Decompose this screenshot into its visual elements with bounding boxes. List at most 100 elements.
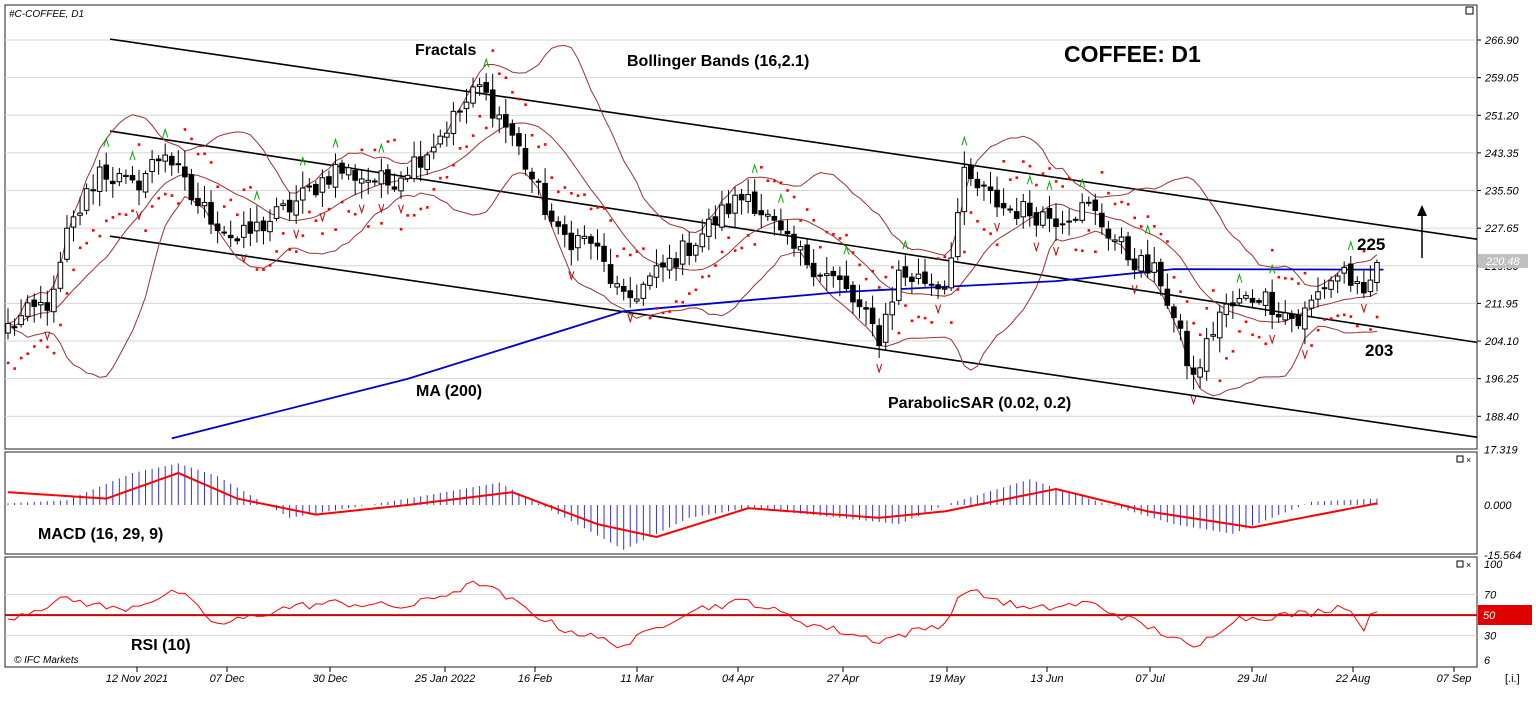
sar-dot [982, 228, 986, 231]
sar-dot [1061, 185, 1064, 188]
sar-dot [511, 90, 514, 94]
date-tick-label: 29 Jul [1236, 673, 1267, 685]
sar-dot [13, 367, 16, 370]
sar-dot [583, 193, 586, 196]
fractal-down-marker [136, 211, 142, 221]
macd-window-buttons-icon[interactable]: × [1456, 455, 1471, 465]
candle-body [961, 166, 968, 213]
candle-body [640, 283, 647, 299]
sar-dot [596, 206, 599, 209]
channel-line [109, 235, 1477, 438]
macd-label: MACD (16, 29, 9) [38, 526, 163, 543]
sar-dot [471, 134, 475, 137]
fractal-down-marker [627, 313, 634, 324]
candle-body [1190, 367, 1197, 375]
sar-dot [969, 211, 973, 214]
fractal-up-marker [103, 136, 110, 147]
sar-dot [26, 352, 30, 356]
sar-dot [563, 186, 567, 189]
candle-body [503, 114, 509, 128]
sar-dot [209, 161, 213, 164]
candle-body [1236, 297, 1243, 304]
sar-dot [1008, 178, 1012, 181]
fractal-down-marker [876, 363, 883, 374]
sar-dot [629, 253, 632, 257]
candle-body [719, 204, 725, 228]
candle-body [1040, 211, 1046, 226]
candle-body [1249, 297, 1256, 303]
sar-dot [196, 152, 200, 156]
sar-dot [1146, 215, 1150, 218]
sar-dot [1035, 183, 1038, 187]
candle-body [365, 179, 372, 183]
sar-dot [98, 234, 102, 238]
candle-body [1033, 212, 1040, 226]
corner-button[interactable]: [.i.] [1505, 673, 1520, 685]
macd-panel [4, 451, 1478, 555]
candle-body [417, 156, 424, 168]
sar-dot [78, 246, 82, 250]
candle-body [928, 283, 935, 286]
candle-body [954, 212, 961, 258]
candle-body [293, 200, 299, 216]
candle-body [732, 194, 738, 214]
sar-dot [910, 319, 914, 323]
candle-body [1177, 320, 1184, 329]
level-225-label: 225 [1357, 235, 1385, 254]
sar-dot [353, 212, 357, 216]
candle-body [450, 110, 457, 135]
candle-body [745, 194, 751, 202]
sar-dot [740, 246, 743, 250]
fractal-up-marker [1236, 272, 1243, 283]
candle-body [332, 163, 339, 188]
candle-body [758, 210, 765, 216]
fractals-annotation: Fractals [415, 42, 476, 59]
sar-dot [406, 214, 409, 217]
sar-dot [1067, 177, 1071, 180]
candle-body [123, 174, 129, 178]
candle-body [614, 283, 620, 288]
candle-body [902, 266, 909, 278]
candle-body [129, 175, 136, 181]
sar-dot [1205, 307, 1209, 310]
candle-body [444, 132, 450, 138]
candle-body [765, 213, 771, 217]
sar-dot [701, 275, 704, 279]
candle-body [666, 257, 673, 271]
candle-body [725, 203, 732, 215]
sar-dot [347, 210, 350, 213]
candle-body [24, 302, 31, 317]
price-tick-label: 235.50 [1484, 186, 1520, 198]
sar-dot [124, 213, 128, 217]
candle-body [1079, 202, 1086, 221]
candle-body [476, 84, 483, 88]
channel-line [109, 38, 1477, 240]
sar-dot [871, 269, 874, 273]
sar-dot [465, 145, 468, 149]
sar-dot [314, 219, 318, 222]
sar-dot [897, 331, 901, 335]
candle-body [149, 159, 155, 172]
candle-body [326, 176, 332, 185]
candle-body [398, 177, 404, 192]
current-price-tag [1478, 254, 1528, 268]
candle-body [437, 135, 444, 145]
candle-body [195, 197, 201, 207]
candle-body [1230, 302, 1236, 307]
candle-body [1118, 236, 1125, 243]
candle-body [706, 218, 712, 237]
date-tick-label: 25 Jan 2022 [414, 673, 476, 685]
sar-dot [1113, 202, 1117, 206]
candle-body [103, 164, 110, 180]
rsi-window-buttons-icon[interactable]: × [1456, 560, 1471, 570]
candlesticks [5, 73, 1380, 390]
sar-dot [1244, 320, 1248, 324]
sar-dot [177, 202, 180, 205]
rsi-tick-label: 70 [1484, 590, 1497, 602]
panel-maximize-icon[interactable] [1465, 6, 1474, 15]
macd-signal-line [7, 471, 1378, 539]
sar-dot [832, 233, 835, 236]
level-203-label: 203 [1365, 341, 1393, 360]
sar-dot [570, 191, 573, 195]
candle-body [607, 264, 614, 284]
